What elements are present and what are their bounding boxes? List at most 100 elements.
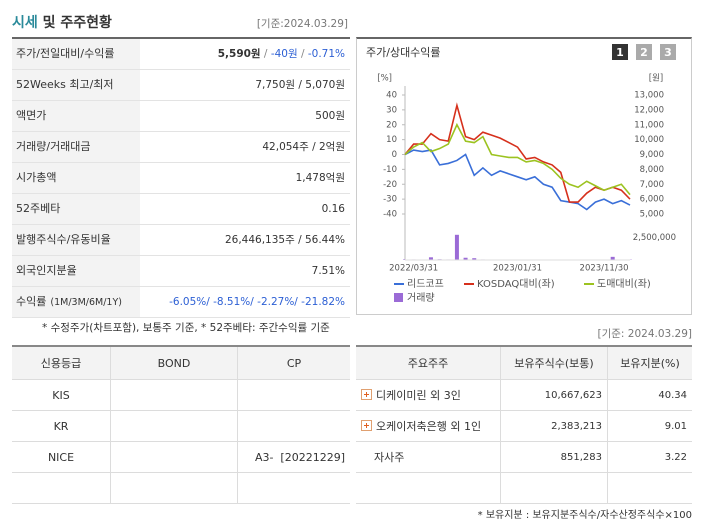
agency: KIS bbox=[12, 379, 111, 411]
header: BOND bbox=[110, 345, 238, 380]
expand-icon[interactable] bbox=[361, 420, 372, 431]
volume-bar bbox=[428, 257, 433, 260]
row-label: 발행주식수/유동비율 bbox=[12, 225, 140, 255]
row-value: 7.51% bbox=[311, 265, 345, 277]
series-line bbox=[404, 149, 631, 211]
tab-button[interactable] bbox=[636, 44, 652, 60]
legend-label: 리드코프 bbox=[407, 278, 444, 290]
shares: 2,383,213 bbox=[500, 410, 608, 442]
pct: 40.34 bbox=[607, 379, 692, 411]
chart-panel-title: 주가/상대수익률 bbox=[366, 46, 441, 59]
quote-row: 외국인지분율 7.51% bbox=[12, 256, 350, 287]
y2-tick-label: 9,000 bbox=[640, 150, 664, 160]
header: 보유주식수(보통) bbox=[500, 345, 608, 380]
label: 거래량/거래대금 bbox=[16, 140, 91, 153]
header: 보유지분(%) bbox=[607, 345, 692, 380]
chart: 주가/상대수익률 [%] [원] 1 2 3 40 30 20 10 0 -10 -20 -30 -4… bbox=[366, 44, 676, 304]
holders-basis: [기준: 2024.03.29] bbox=[597, 328, 692, 340]
expand-icon[interactable] bbox=[361, 389, 372, 400]
cp-rating: A3- [20221229] bbox=[237, 441, 350, 473]
legend-label: 거래량 bbox=[407, 292, 435, 304]
quote-row: 52Weeks 최고/최저 7,750원 / 5,070원 bbox=[12, 70, 350, 101]
shares: 10,667,623 bbox=[500, 379, 608, 411]
y-tick-label: 40 bbox=[386, 91, 397, 101]
label: 외국인지분율 bbox=[16, 264, 77, 277]
title-main: 시세 bbox=[12, 15, 38, 31]
y2-tick-label: 7,000 bbox=[640, 180, 664, 190]
legend-label: KOSDAQ대비(좌) bbox=[477, 278, 555, 290]
y2-tick-label: 5,000 bbox=[640, 210, 664, 220]
y2-tick-label: 10,000 bbox=[634, 135, 664, 145]
tab-label: 3 bbox=[664, 46, 672, 59]
label: 52주베타 bbox=[16, 202, 61, 215]
credit-table: 신용등급 BOND CP KIS KR NICE A3- [20221229] bbox=[12, 345, 350, 504]
row-value: 0.16 bbox=[321, 203, 345, 215]
label: 발행주식수/유동비율 bbox=[16, 233, 111, 246]
quote-row: 거래량/거래대금 42,054주 / 2억원 bbox=[12, 132, 350, 163]
y-tick-label: 10 bbox=[386, 135, 397, 145]
y2-tick-label: 13,000 bbox=[634, 91, 664, 101]
header: CP bbox=[237, 345, 350, 380]
quote-row: 52주베타 0.16 bbox=[12, 194, 350, 225]
row-label: 액면가 bbox=[12, 101, 140, 131]
quote-row: 발행주식수/유동비율 26,446,135주 / 56.44% bbox=[12, 225, 350, 256]
row-value: 26,446,135주 / 56.44% bbox=[224, 234, 345, 246]
pct: 9.01 bbox=[607, 410, 692, 442]
holder-name: 자사주 bbox=[356, 441, 501, 473]
agency: KR bbox=[12, 410, 111, 442]
volume-bar bbox=[610, 256, 615, 260]
y-tick-label: 20 bbox=[386, 120, 397, 130]
y-tick-label: -40 bbox=[383, 210, 397, 220]
label: 주가/전일대비/수익률 bbox=[16, 47, 115, 60]
tab-button[interactable] bbox=[660, 44, 676, 60]
row-value: -6.05%/ -8.51%/ -2.27%/ -21.82% bbox=[169, 296, 345, 308]
y2-tick-label: 12,000 bbox=[634, 105, 664, 115]
tab-button[interactable] bbox=[612, 44, 628, 60]
shares: 851,283 bbox=[500, 441, 608, 473]
y-tick-label: -20 bbox=[383, 180, 397, 190]
y2-tick-label: 11,000 bbox=[634, 120, 664, 130]
y-tick-label: -10 bbox=[383, 165, 397, 175]
series-line bbox=[404, 102, 631, 203]
x-tick-label: 2023/11/30 bbox=[580, 264, 629, 274]
row-label: 시가총액 bbox=[12, 163, 140, 193]
quote-row: 수익률 (1M/3M/6M/1Y) -6.05%/ -8.51%/ -2.27%/ … bbox=[12, 287, 350, 318]
volume-bar bbox=[463, 257, 468, 260]
label-sub: (1M/3M/6M/1Y) bbox=[50, 297, 122, 308]
y2-tick-label: 6,000 bbox=[640, 195, 664, 205]
rule bbox=[12, 37, 350, 39]
y-tick-label: 0 bbox=[392, 150, 397, 160]
header: 신용등급 bbox=[12, 345, 111, 380]
row-value: 500원 bbox=[315, 110, 345, 122]
series-line bbox=[404, 122, 631, 196]
y-tick-label: 30 bbox=[386, 105, 397, 115]
y2-unit: [원] bbox=[649, 74, 663, 84]
row-label: 외국인지분율 bbox=[12, 256, 140, 286]
y-tick-label: -30 bbox=[383, 195, 397, 205]
row-label: 수익률 (1M/3M/6M/1Y) bbox=[12, 287, 140, 317]
row-label: 52주베타 bbox=[12, 194, 140, 224]
volume-bar bbox=[472, 258, 477, 260]
holder-name: 오케이저축은행 외 1인 bbox=[376, 420, 482, 433]
row-label: 52Weeks 최고/최저 bbox=[12, 70, 140, 100]
basis-date: [기준:2024.03.29] bbox=[256, 18, 348, 30]
y2-tick-label: 8,000 bbox=[640, 165, 664, 175]
volume-tick-label: 2,500,000 bbox=[633, 233, 676, 243]
legend-label: 도매대비(좌) bbox=[597, 278, 651, 290]
tab-label: 1 bbox=[616, 46, 624, 59]
x-tick-label: 2023/01/31 bbox=[493, 264, 542, 274]
label: 시가총액 bbox=[16, 171, 57, 184]
row-value: 42,054주 / 2억원 bbox=[262, 141, 345, 153]
label: 액면가 bbox=[16, 109, 47, 122]
legend-swatch bbox=[394, 293, 403, 302]
value-part: 5,590원 bbox=[217, 48, 261, 60]
holders-note: * 보유지분 : 보유지분주식수/자수산정주식수×100 bbox=[477, 510, 692, 521]
section-title: 시세 및 주주현황 bbox=[12, 12, 112, 32]
quote-row: 액면가 500원 bbox=[12, 101, 350, 132]
agency: NICE bbox=[12, 441, 111, 473]
chart-panel bbox=[356, 37, 692, 315]
volume-bar bbox=[454, 234, 459, 260]
value-part: -0.71% bbox=[307, 48, 345, 60]
holder-name: 디케이미린 외 3인 bbox=[376, 389, 461, 402]
